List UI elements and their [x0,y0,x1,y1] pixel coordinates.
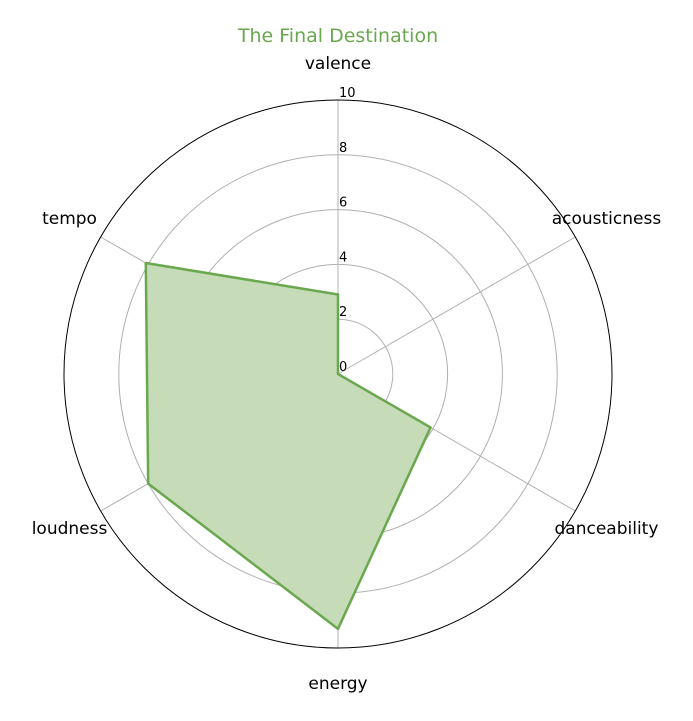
axis-label-danceability: danceability [555,519,659,539]
data-point-danceability [429,426,432,429]
outer-frame [63,99,613,649]
data-point-tempo [144,261,147,265]
r-tick-label: 0 [339,360,347,375]
grid-spoke [337,236,576,375]
series-layer [144,261,432,631]
r-tick-label: 4 [339,250,347,265]
axis-label-tempo: tempo [42,209,97,229]
axis-label-energy: energy [308,674,367,694]
axis-label-valence: valence [305,54,371,74]
series-fill [145,263,431,629]
label-layer: 0 2 4 6 8 10 valence acousticness danceability en… [32,54,662,694]
axis-label-acousticness: acousticness [552,209,662,229]
r-tick-label: 8 [339,141,347,156]
data-point-acousticness [336,372,340,376]
r-tick-label: 2 [339,305,347,320]
r-tick-label: 10 [339,86,356,101]
data-point-energy [336,627,340,631]
axis-label-loudness: loudness [32,519,108,539]
r-tick-label: 6 [339,196,347,211]
data-point-loudness [146,482,150,485]
chart-title: The Final Destination [237,25,439,47]
data-point-valence [336,293,340,296]
